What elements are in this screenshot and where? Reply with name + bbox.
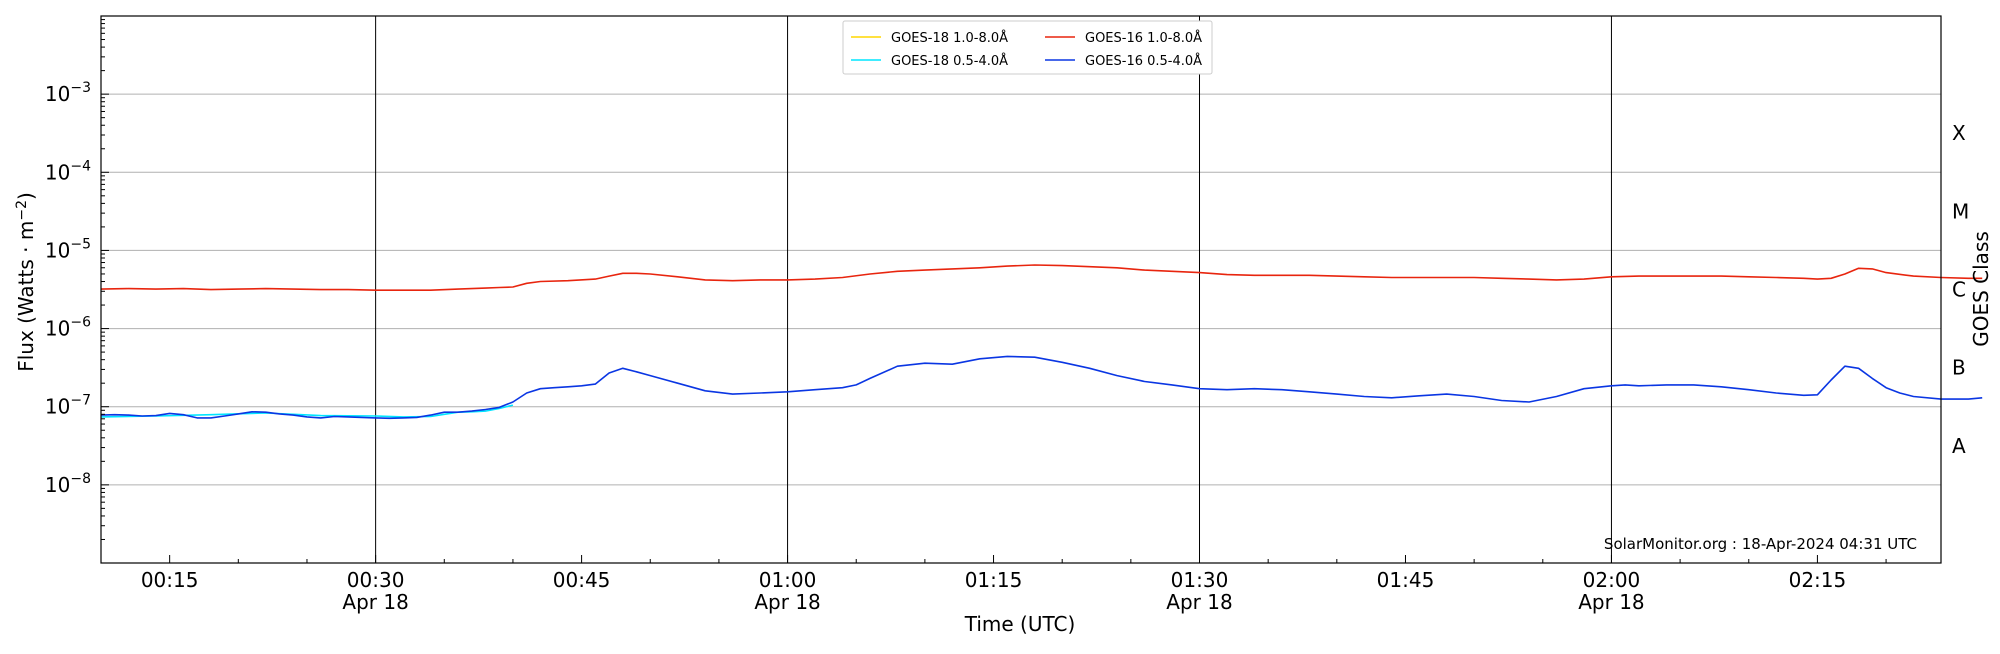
y-tick-label: 10−8 — [45, 471, 91, 497]
x-tick-label: 01:15 — [965, 568, 1023, 592]
series-line-3 — [100, 355, 1983, 420]
x-tick-label: 00:30 — [347, 568, 405, 592]
y-tick-label: 10−5 — [45, 236, 91, 262]
x-axis-label: Time (UTC) — [964, 612, 1076, 636]
x-tick-label: 02:15 — [1789, 568, 1847, 592]
x-tick-label: 01:45 — [1377, 568, 1435, 592]
legend-label-3: GOES-16 0.5-4.0Å — [1085, 53, 1202, 69]
x-tick-label: 01:30 — [1171, 568, 1229, 592]
series-line-1 — [100, 264, 1983, 292]
y-tick-label: 10−3 — [45, 80, 91, 106]
plot-frame — [100, 15, 1942, 564]
x-tick-label: 00:45 — [553, 568, 611, 592]
goes-class-label: M — [1952, 199, 1969, 223]
legend-box — [842, 20, 1213, 75]
x-tick-date-label: Apr 18 — [342, 590, 408, 614]
y-tick-label: 10−4 — [45, 158, 91, 184]
goes-class-label: X — [1952, 121, 1966, 145]
x-tick-date-label: Apr 18 — [1578, 590, 1644, 614]
goes-class-label: C — [1952, 278, 1966, 302]
goes-class-axis-label: GOES Class — [1969, 231, 1993, 347]
x-tick-label: 01:00 — [759, 568, 817, 592]
y-tick-label: 10−7 — [45, 393, 91, 419]
x-tick-label: 02:00 — [1583, 568, 1641, 592]
x-tick-date-label: Apr 18 — [1166, 590, 1232, 614]
y-tick-label: 10−6 — [45, 315, 91, 341]
legend-label-0: GOES-18 1.0-8.0Å — [891, 30, 1008, 46]
x-tick-label: 00:15 — [141, 568, 199, 592]
x-tick-date-label: Apr 18 — [754, 590, 820, 614]
y-axis-label: Flux (Watts · m−2) — [14, 192, 38, 372]
credit-text: SolarMonitor.org : 18-Apr-2024 04:31 UTC — [1604, 535, 1917, 553]
goes-class-label: A — [1952, 434, 1966, 458]
legend-label-2: GOES-18 0.5-4.0Å — [891, 53, 1008, 69]
goes-class-label: B — [1952, 356, 1966, 380]
legend-label-1: GOES-16 1.0-8.0Å — [1085, 30, 1202, 46]
